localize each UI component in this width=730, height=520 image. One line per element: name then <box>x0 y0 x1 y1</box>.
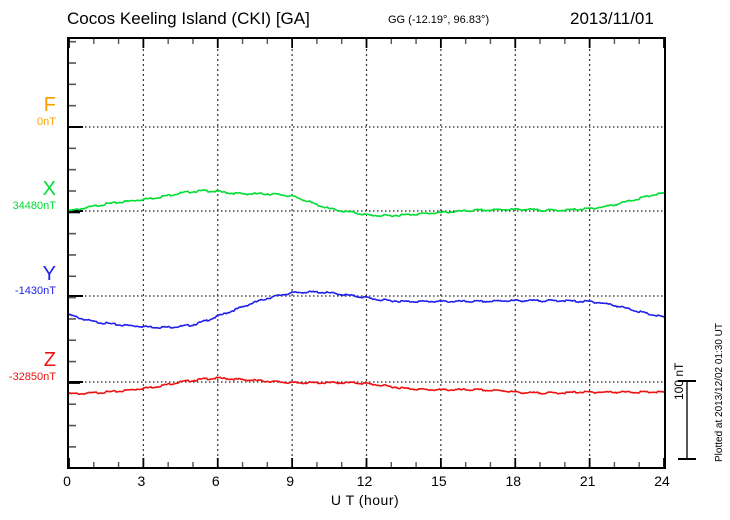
observation-date: 2013/11/01 <box>570 9 654 28</box>
scale-bar <box>676 380 698 460</box>
plot-frame <box>67 37 666 469</box>
component-symbol-f: F <box>43 94 56 116</box>
component-baseline-f: 0nT <box>37 116 56 128</box>
x-tick-label-3: 3 <box>137 473 146 489</box>
component-label-z: Z -32850nT <box>9 350 56 384</box>
x-axis-title: U T (hour) <box>330 492 400 508</box>
magnetogram-traces <box>69 39 664 467</box>
scale-bar-line <box>686 380 688 460</box>
x-tick-label-0: 0 <box>63 473 71 489</box>
component-baseline-y: -1430nT <box>15 285 56 297</box>
x-tick-label-18: 18 <box>505 473 522 489</box>
trace-z <box>69 376 664 396</box>
trace-x <box>69 189 664 218</box>
page-title: Cocos Keeling Island (CKI) [GA] <box>67 9 310 28</box>
scale-bar-cap-bottom <box>678 458 696 460</box>
x-tick-label-15: 15 <box>431 473 447 489</box>
plotted-timestamp: Plotted at 2013/12/02 01:30 UT <box>714 323 725 462</box>
component-symbol-z: Z <box>43 349 56 371</box>
trace-y <box>69 290 664 329</box>
component-baseline-z: -32850nT <box>8 371 56 383</box>
x-tick-label-9: 9 <box>286 473 295 489</box>
plot-area <box>69 39 664 467</box>
component-symbol-x: X <box>42 178 56 200</box>
component-symbol-y: Y <box>42 263 56 285</box>
x-tick-label-12: 12 <box>356 473 373 489</box>
chart-header: Cocos Keeling Island (CKI) [GA] GG (-12.… <box>0 0 730 34</box>
x-tick-label-24: 24 <box>654 473 670 489</box>
scale-bar-label: 100 nT <box>672 362 686 400</box>
scale-bar-cap-top <box>678 380 696 382</box>
component-baseline-x: 34480nT <box>12 200 56 212</box>
x-tick-label-6: 6 <box>211 473 220 489</box>
x-tick-label-21: 21 <box>579 473 596 489</box>
geographic-coordinates: GG (-12.19°, 96.83°) <box>388 14 490 26</box>
component-label-f: F 0nT <box>37 95 56 129</box>
component-label-y: Y -1430nT <box>15 264 56 298</box>
component-label-x: X 34480nT <box>13 179 56 213</box>
